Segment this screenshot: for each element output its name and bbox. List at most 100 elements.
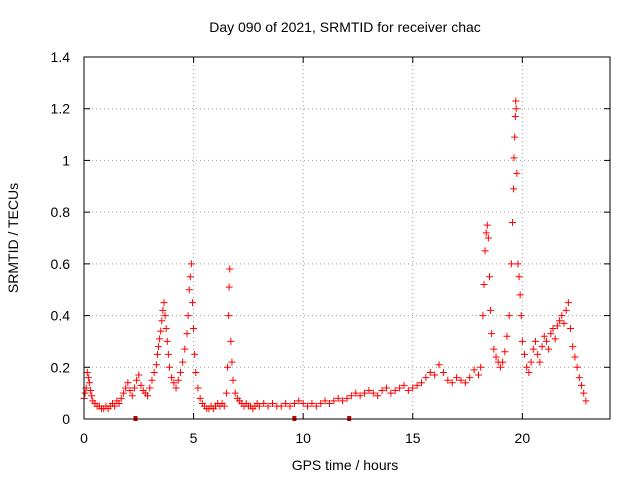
data-point: [229, 376, 237, 384]
data-point: [501, 348, 509, 356]
data-point: [137, 381, 145, 389]
data-point: [304, 402, 312, 410]
data-point: [352, 389, 360, 397]
data-point: [312, 402, 320, 410]
data-point: [525, 368, 533, 376]
data-point: [503, 332, 511, 340]
y-tick-label: 1.4: [51, 49, 71, 65]
data-point: [290, 399, 298, 407]
data-point: [553, 322, 561, 330]
data-point: [347, 392, 355, 400]
data-point: [222, 389, 230, 397]
data-point: [321, 397, 329, 405]
data-point: [157, 327, 165, 335]
y-axis-label: SRMTID / TECUs: [5, 183, 21, 293]
data-point: [482, 229, 490, 237]
data-point: [334, 394, 342, 402]
data-point: [260, 399, 268, 407]
data-point: [536, 358, 544, 366]
data-point: [404, 387, 412, 395]
data-point: [515, 273, 523, 281]
data-point: [564, 299, 572, 307]
data-point: [457, 376, 465, 384]
data-point: [531, 337, 539, 345]
data-point: [117, 394, 125, 402]
data-point: [165, 363, 173, 371]
data-point: [580, 389, 588, 397]
y-tick-label: 0.6: [51, 256, 71, 272]
data-point: [551, 335, 559, 343]
data-point: [485, 273, 493, 281]
data-point: [231, 389, 239, 397]
data-point: [510, 154, 518, 162]
x-tick-label: 10: [295, 430, 311, 446]
data-point: [286, 402, 294, 410]
data-point: [545, 345, 553, 353]
y-tick-label: 0.8: [51, 204, 71, 220]
data-point: [172, 384, 180, 392]
data-point: [124, 379, 132, 387]
data-point: [512, 105, 520, 113]
data-point: [190, 325, 198, 332]
data-point: [382, 384, 390, 392]
y-tick-label: 1: [62, 152, 70, 168]
data-point: [475, 371, 482, 379]
data-point: [480, 281, 488, 289]
data-point: [155, 343, 163, 351]
gridlines: [84, 57, 610, 419]
data-point: [150, 368, 158, 376]
data-point: [511, 112, 519, 120]
y-tick-label: 0: [62, 411, 70, 427]
data-point: [88, 392, 96, 400]
x-tick-label: 15: [405, 430, 421, 446]
data-point: [295, 397, 303, 405]
data-point: [426, 368, 434, 376]
y-axis-ticks: 0 0.2 0.4 0.6 0.8 1 1.2 1.4: [51, 49, 610, 427]
data-point: [578, 381, 586, 389]
data-point: [87, 387, 95, 395]
data-point: [158, 317, 166, 325]
data-point: [264, 402, 272, 410]
data-point: [111, 402, 119, 410]
data-point: [511, 133, 519, 141]
data-point: [418, 379, 426, 387]
data-point: [453, 374, 461, 382]
data-point: [567, 325, 575, 332]
data-point: [510, 185, 518, 193]
data-point: [159, 306, 167, 314]
data-point: [558, 312, 566, 320]
data-point: [225, 283, 233, 291]
data-point: [161, 312, 169, 320]
data-point: [540, 332, 548, 340]
data-point: [444, 376, 452, 384]
data-point: [413, 381, 421, 389]
data-point: [176, 368, 184, 376]
data-series: [80, 97, 590, 413]
data-point: [439, 368, 447, 376]
x-axis-label: GPS time / hours: [292, 457, 399, 473]
data-point: [369, 389, 377, 397]
data-point: [186, 273, 194, 281]
data-point: [130, 384, 138, 392]
data-point: [521, 350, 529, 358]
data-point: [224, 363, 232, 371]
data-point: [126, 387, 134, 395]
data-point: [484, 234, 492, 242]
data-point: [361, 389, 369, 397]
data-point: [174, 376, 182, 384]
x-tick-label: 20: [515, 430, 531, 446]
data-point: [560, 319, 568, 327]
data-point: [156, 335, 164, 343]
data-point: [225, 312, 233, 320]
data-point: [268, 399, 276, 407]
data-point: [505, 312, 513, 320]
data-point: [508, 218, 516, 226]
data-point: [517, 312, 525, 320]
data-point: [512, 97, 520, 105]
data-point: [516, 291, 524, 299]
data-point: [277, 402, 285, 410]
data-point: [409, 384, 417, 392]
data-point: [477, 363, 485, 371]
data-point: [396, 384, 404, 392]
